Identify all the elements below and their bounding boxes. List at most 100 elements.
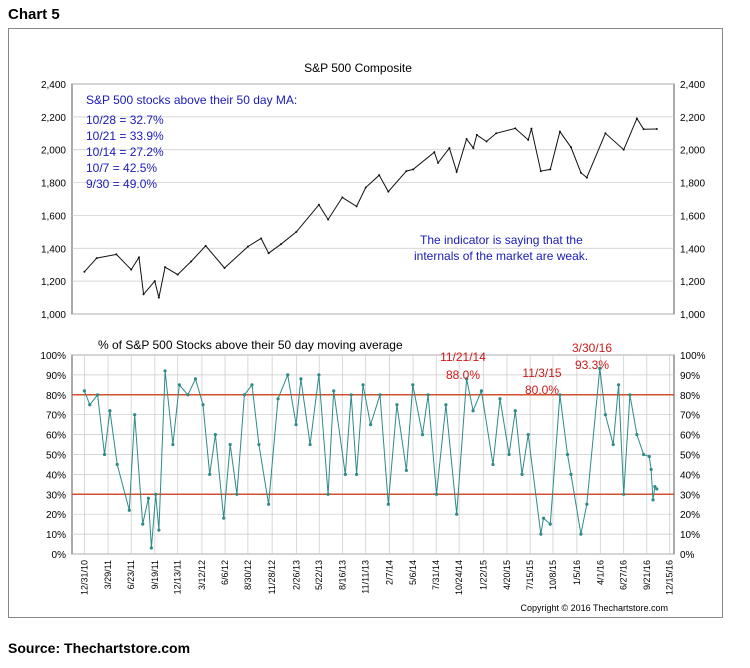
data-point bbox=[539, 532, 543, 536]
x-tick-label: 7/31/14 bbox=[431, 560, 441, 590]
data-point bbox=[549, 168, 552, 171]
data-point bbox=[88, 403, 92, 407]
data-point bbox=[404, 468, 408, 473]
data-point bbox=[137, 256, 140, 259]
sp500-y-axis-right: 1,000 1,200 1,400 1,600 1,800 2,000 2,200 2,400 bbox=[680, 80, 705, 321]
data-point bbox=[434, 492, 439, 496]
data-point bbox=[332, 389, 336, 393]
data-point bbox=[146, 496, 150, 500]
x-tick-label: 6/27/16 bbox=[619, 560, 629, 590]
data-point bbox=[193, 377, 198, 381]
reading-9-30: 9/30 = 49.0% bbox=[86, 177, 157, 191]
data-point bbox=[448, 147, 451, 150]
data-point bbox=[387, 190, 390, 193]
breadth-title: % of S&P 500 Stocks above their 50 day m… bbox=[98, 338, 403, 352]
readings-heading: S&P 500 stocks above their 50 day MA: bbox=[86, 93, 297, 107]
y-tick-label: 40% bbox=[680, 470, 700, 481]
reading-10-7: 10/7 = 42.5% bbox=[86, 161, 157, 175]
peak-label-value-1: 88.0% bbox=[446, 368, 480, 382]
x-tick-label: 12/31/10 bbox=[79, 560, 89, 595]
data-point bbox=[472, 147, 475, 150]
data-point bbox=[368, 423, 373, 427]
x-tick-label: 10/8/15 bbox=[548, 560, 558, 590]
data-point bbox=[153, 280, 156, 283]
data-point bbox=[267, 502, 271, 506]
y-tick-label: 2,000 bbox=[41, 146, 66, 157]
y-tick-label: 2,200 bbox=[41, 113, 66, 124]
data-point bbox=[541, 516, 546, 520]
y-tick-label: 1,400 bbox=[680, 244, 705, 255]
y-tick-label: 70% bbox=[680, 411, 700, 422]
data-point bbox=[157, 528, 161, 532]
data-point bbox=[190, 260, 193, 263]
data-point bbox=[622, 148, 625, 151]
x-tick-label: 9/19/11 bbox=[150, 560, 160, 589]
data-point bbox=[386, 502, 390, 506]
y-tick-label: 70% bbox=[46, 411, 66, 422]
x-tick-label: 8/30/12 bbox=[243, 560, 253, 590]
data-point bbox=[228, 442, 232, 447]
y-tick-label: 90% bbox=[46, 371, 66, 382]
y-tick-label: 1,000 bbox=[680, 310, 705, 321]
data-point bbox=[163, 369, 167, 373]
data-point bbox=[530, 127, 533, 130]
copyright-notice: Copyright © 2016 Thechartstore.com bbox=[520, 603, 668, 613]
y-tick-label: 1,200 bbox=[680, 277, 705, 288]
x-tick-label: 5/22/13 bbox=[314, 560, 324, 590]
data-point bbox=[164, 266, 167, 269]
y-tick-label: 1,800 bbox=[680, 179, 705, 190]
data-point bbox=[82, 389, 86, 393]
y-tick-label: 100% bbox=[680, 351, 706, 362]
data-point bbox=[585, 176, 588, 179]
data-point bbox=[260, 237, 263, 240]
data-point bbox=[317, 203, 320, 206]
x-tick-label: 1/5/16 bbox=[572, 560, 582, 585]
data-point bbox=[558, 393, 562, 397]
data-point bbox=[294, 423, 298, 427]
data-point bbox=[444, 403, 448, 407]
peak-label-value-3: 93.3% bbox=[575, 358, 609, 372]
data-point bbox=[598, 366, 602, 370]
data-point bbox=[286, 373, 290, 377]
x-tick-label: 11/11/13 bbox=[361, 560, 371, 594]
y-tick-label: 1,600 bbox=[680, 211, 705, 222]
data-point bbox=[569, 472, 573, 476]
data-point bbox=[395, 403, 399, 407]
data-point bbox=[95, 393, 100, 397]
data-point bbox=[479, 389, 484, 393]
data-point bbox=[616, 383, 621, 387]
data-point bbox=[513, 409, 517, 413]
sp500-commentary: The indicator is saying that the interna… bbox=[414, 233, 588, 263]
data-point bbox=[154, 492, 158, 496]
data-point bbox=[235, 492, 239, 496]
data-point bbox=[495, 132, 498, 135]
x-tick-label: 2/26/13 bbox=[291, 560, 301, 590]
y-tick-label: 30% bbox=[680, 490, 700, 501]
y-tick-label: 1,400 bbox=[41, 244, 66, 255]
data-point bbox=[585, 502, 589, 506]
y-tick-label: 80% bbox=[46, 391, 66, 402]
sp500-points bbox=[83, 117, 658, 299]
data-point bbox=[647, 454, 651, 459]
data-point bbox=[491, 462, 495, 467]
y-tick-label: 60% bbox=[46, 431, 66, 442]
breadth-points bbox=[82, 366, 659, 550]
data-point bbox=[201, 403, 205, 407]
data-point bbox=[130, 268, 133, 271]
data-point bbox=[622, 492, 626, 496]
data-point bbox=[558, 130, 561, 133]
reading-10-21: 10/21 = 33.9% bbox=[86, 129, 164, 143]
data-point bbox=[280, 243, 283, 246]
data-point bbox=[579, 532, 583, 536]
data-point bbox=[465, 377, 469, 381]
chart-heading: Chart 5 bbox=[8, 6, 60, 23]
data-point bbox=[649, 467, 653, 472]
data-point bbox=[475, 133, 478, 136]
data-point bbox=[133, 413, 137, 417]
x-tick-label: 2/7/14 bbox=[384, 560, 394, 585]
data-point bbox=[653, 484, 657, 489]
y-tick-label: 50% bbox=[680, 451, 700, 462]
breadth-y-axis-left: 0% 10% 20% 30% 40% 50% 60% 70% 80% 90% 100% bbox=[40, 351, 66, 561]
data-point bbox=[611, 442, 615, 447]
x-tick-label: 12/15/16 bbox=[665, 560, 675, 595]
